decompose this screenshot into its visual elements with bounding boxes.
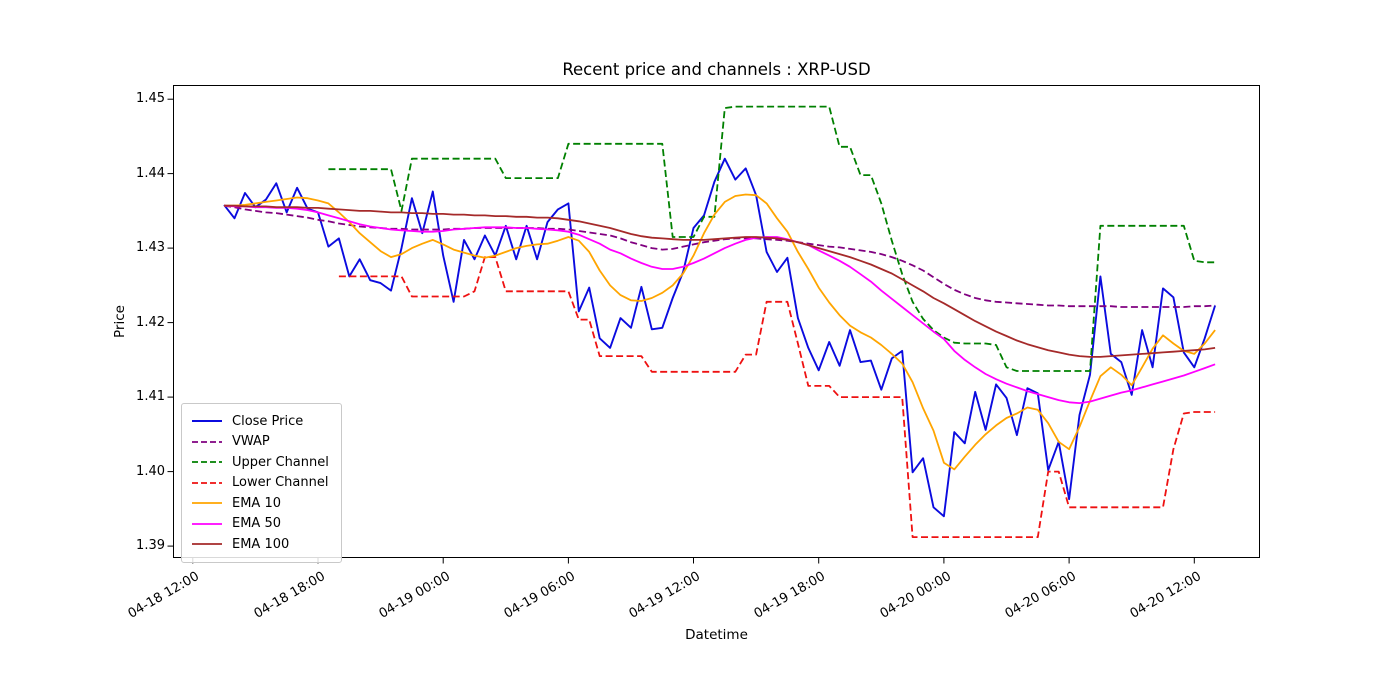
legend-line-sample-icon (192, 481, 222, 484)
legend-line-sample-icon (192, 543, 222, 546)
legend-label: EMA 100 (232, 536, 290, 552)
legend-line-sample-icon (192, 522, 222, 525)
chart-title: Recent price and channels : XRP-USD (562, 60, 871, 79)
legend-item: EMA 10 (191, 493, 329, 514)
axes-spines (173, 85, 1260, 558)
legend: Close Price VWAP Upper Channel Lower Channe… (181, 403, 342, 563)
y-tick-label: 1.41 (136, 389, 165, 405)
legend-item: EMA 100 (191, 534, 329, 555)
legend-item: Close Price (191, 411, 329, 432)
y-axis-label: Price (112, 305, 128, 338)
y-tick-label: 1.40 (136, 463, 165, 479)
legend-label: VWAP (232, 434, 270, 450)
legend-line-sample-icon (192, 440, 222, 443)
series-ema-50 (224, 204, 1216, 404)
legend-label: EMA 10 (232, 495, 281, 511)
y-tick-label: 1.42 (136, 314, 165, 330)
series-lines (223, 105, 1217, 538)
legend-label: Upper Channel (232, 454, 329, 470)
y-tick-label: 1.44 (136, 165, 165, 181)
series-ema-10 (224, 193, 1216, 471)
legend-line-sample-icon (192, 420, 222, 423)
legend-line-sample-icon (192, 502, 222, 505)
legend-item: Upper Channel (191, 452, 329, 473)
series-vwap (223, 204, 1216, 308)
series-ema-100 (224, 204, 1216, 358)
legend-item: EMA 50 (191, 514, 329, 535)
x-axis-label: Datetime (685, 627, 748, 643)
y-tick-label: 1.43 (136, 240, 165, 256)
series-upper-channel (328, 105, 1216, 372)
y-tick-label: 1.45 (136, 91, 165, 107)
series-close-price (223, 157, 1217, 518)
y-tick-label: 1.39 (136, 538, 165, 554)
legend-item: VWAP (191, 432, 329, 453)
legend-label: Close Price (232, 413, 304, 429)
legend-line-sample-icon (192, 461, 222, 464)
legend-item: Lower Channel (191, 473, 329, 494)
legend-label: Lower Channel (232, 475, 329, 491)
legend-label: EMA 50 (232, 516, 281, 532)
